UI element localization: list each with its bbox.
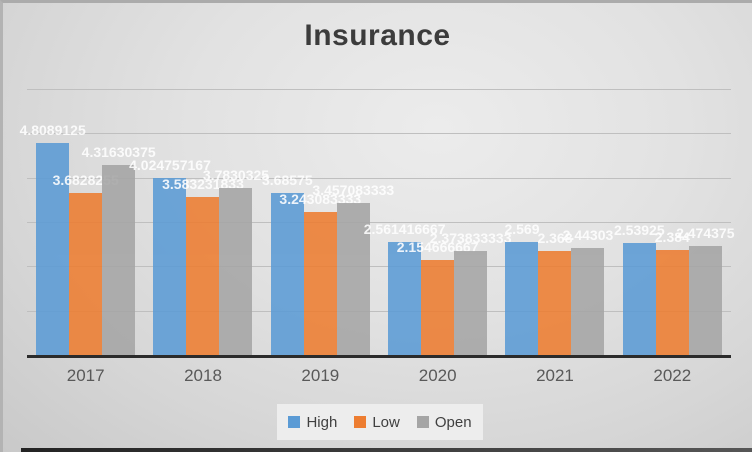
data-label-high-2022: 2.53925 <box>613 222 665 239</box>
bar-low-2019[interactable]: 3.243083333 <box>279 191 361 356</box>
data-label-low-2021: 2.368 <box>537 230 573 247</box>
bar-open-2021[interactable]: 2.44303 <box>563 227 613 356</box>
data-label-low-2018: 3.583231833 <box>162 176 244 193</box>
x-axis-line <box>27 355 731 358</box>
data-label-open-2021: 2.44303 <box>562 226 614 243</box>
data-label-high-2021: 2.569 <box>504 221 540 238</box>
x-axis-category-labels: 2017 2018 2019 2020 2021 2022 <box>27 366 731 386</box>
bar-low-2021[interactable]: 2.368 <box>537 230 572 356</box>
bar-open-2019[interactable]: 3.457083333 <box>312 182 394 356</box>
bottom-edge-shadow <box>21 448 752 452</box>
bar-groups: 4.8089125 3.6828255 4.31630375 4.024757167 3… <box>20 90 735 356</box>
gridline <box>27 266 731 268</box>
bar-open-2018[interactable]: 3.7830325 <box>203 167 269 356</box>
gridline <box>27 310 731 312</box>
data-label-open-2020: 2.373833333 <box>429 229 512 246</box>
bar-group-2020: 2.561416667 2.154666667 2.373833333 <box>364 90 512 356</box>
plot-area: 4.8089125 3.6828255 4.31630375 4.024757167 3… <box>20 89 735 356</box>
bar-group-2021: 2.569 2.368 2.44303 <box>496 90 613 356</box>
category-label-2020: 2020 <box>418 366 457 385</box>
legend-label-low: Low <box>372 413 400 431</box>
bar-group-2018: 4.024757167 3.583231833 3.7830325 <box>129 90 269 356</box>
bar-open-2020[interactable]: 2.373833333 <box>430 230 512 356</box>
data-label-low-2022: 2.384 <box>654 229 690 246</box>
bar-low-2017[interactable]: 3.6828255 <box>53 172 119 356</box>
bar-open-2022[interactable]: 2.474375 <box>676 225 735 356</box>
legend-swatch-open <box>416 416 429 428</box>
category-label-2022: 2022 <box>653 366 692 385</box>
bar-high-2020[interactable]: 2.561416667 <box>364 221 446 356</box>
bar-low-2020[interactable]: 2.154666667 <box>397 239 479 356</box>
data-label-open-2022: 2.474375 <box>676 225 735 242</box>
data-label-open-2017: 4.31630375 <box>81 143 156 160</box>
data-label-high-2019: 3.68575 <box>262 171 313 188</box>
category-label-2018: 2018 <box>184 366 222 385</box>
data-label-open-2019: 3.457083333 <box>312 181 395 198</box>
gridline <box>27 133 731 135</box>
category-label-2021: 2021 <box>536 366 574 385</box>
bar-low-2022[interactable]: 2.384 <box>655 229 690 356</box>
category-label-2019: 2019 <box>301 366 340 385</box>
category-label-2017: 2017 <box>66 366 105 385</box>
bar-high-2019[interactable]: 3.68575 <box>262 172 313 356</box>
data-label-open-2018: 3.7830325 <box>202 167 270 184</box>
chart-title[interactable]: Insurance <box>304 19 451 52</box>
legend-swatch-high <box>288 416 301 428</box>
bar-high-2017[interactable]: 4.8089125 <box>20 122 86 356</box>
data-label-high-2018: 4.024757167 <box>129 156 211 173</box>
bar-group-2019: 3.68575 3.243083333 3.457083333 <box>262 90 394 356</box>
data-label-high-2017: 4.8089125 <box>19 121 86 138</box>
bar-low-2018[interactable]: 3.583231833 <box>162 176 244 356</box>
bar-high-2018[interactable]: 4.024757167 <box>129 157 211 356</box>
legend[interactable]: High Low Open <box>277 404 483 440</box>
legend-item-open[interactable]: Open <box>416 413 472 431</box>
legend-label-high: High <box>306 413 338 431</box>
bar-open-2017[interactable]: 4.31630375 <box>82 144 156 356</box>
legend-swatch-low <box>354 416 367 428</box>
bar-high-2021[interactable]: 2.569 <box>504 221 539 356</box>
gridline <box>27 222 731 223</box>
data-label-high-2020: 2.561416667 <box>363 221 446 238</box>
bar-group-2017: 4.8089125 3.6828255 4.31630375 <box>20 90 156 356</box>
bar-group-2022: 2.53925 2.384 2.474375 <box>614 90 735 356</box>
legend-item-high[interactable]: High <box>288 414 337 431</box>
gridline <box>27 177 731 179</box>
legend-label-open: Open <box>434 413 472 431</box>
legend-item-low[interactable]: Low <box>354 414 400 431</box>
gridline <box>27 89 731 90</box>
bar-high-2022[interactable]: 2.53925 <box>614 222 665 356</box>
